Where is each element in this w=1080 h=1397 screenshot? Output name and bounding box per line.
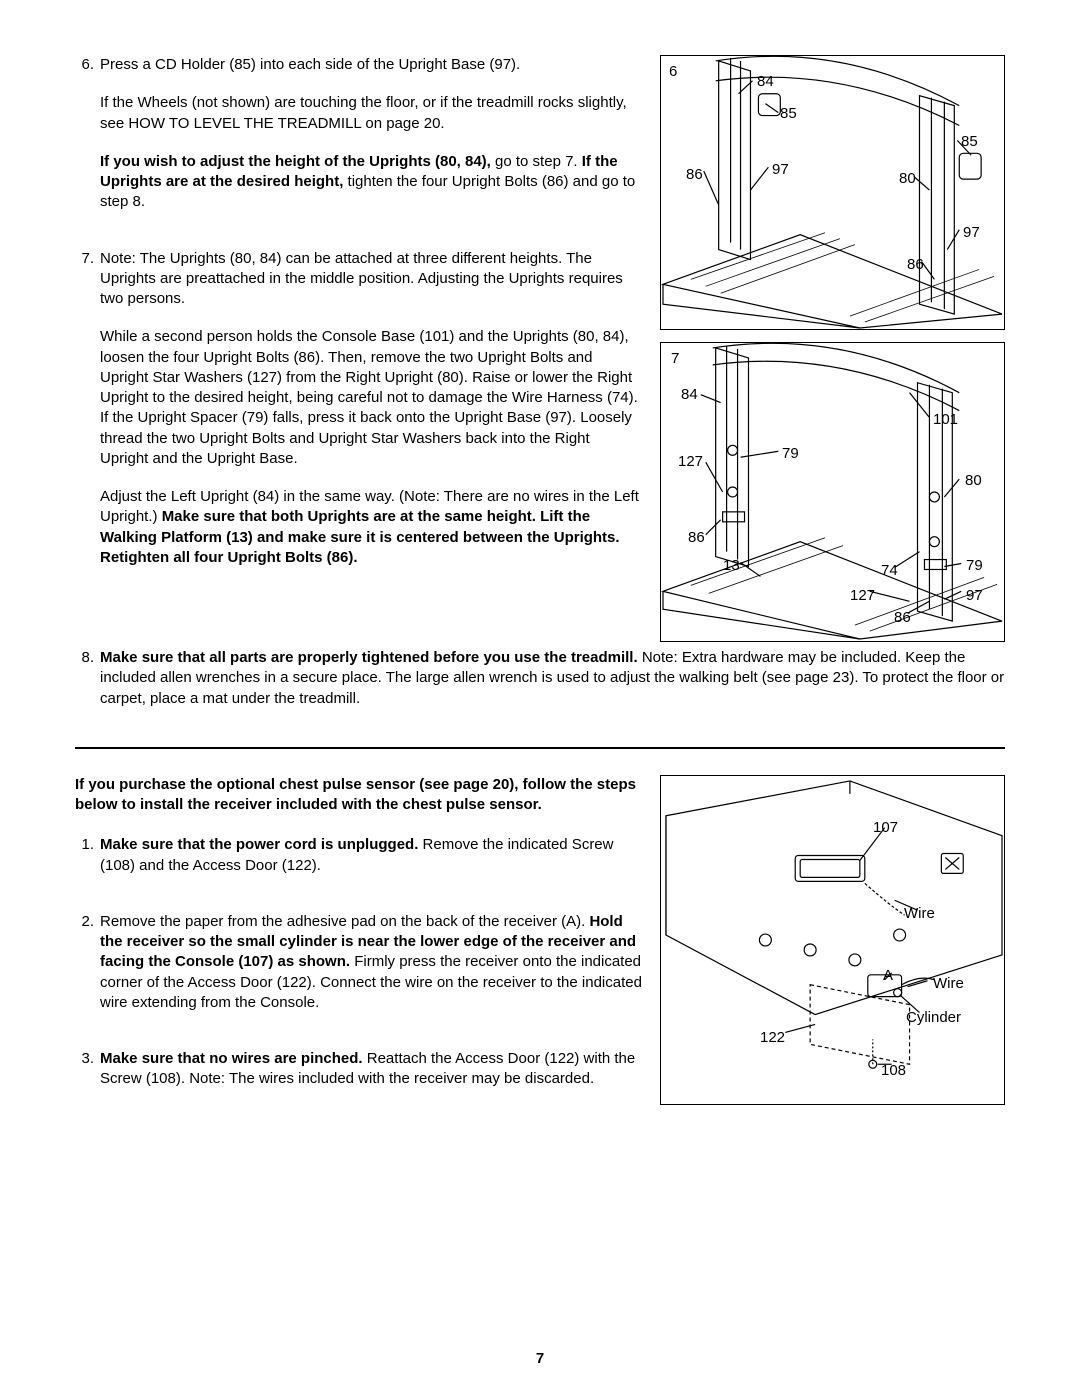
callout-label: 97 bbox=[963, 223, 980, 243]
callout-label: 79 bbox=[782, 444, 799, 464]
step-number: 8. bbox=[75, 648, 100, 727]
callout-label: 84 bbox=[757, 72, 774, 92]
callout-label: 127 bbox=[678, 452, 703, 472]
step-number: 2. bbox=[75, 912, 100, 1031]
step-number: 6. bbox=[75, 55, 100, 231]
instruction-step: 8.Make sure that all parts are properly … bbox=[75, 648, 1005, 727]
callout-label: 86 bbox=[907, 255, 924, 275]
callout-label: 85 bbox=[780, 104, 797, 124]
step-paragraph: Make sure that no wires are pinched. Rea… bbox=[100, 1049, 642, 1090]
page-number: 7 bbox=[0, 1349, 1080, 1369]
step-number: 1. bbox=[75, 835, 100, 894]
callout-label: 108 bbox=[881, 1061, 906, 1081]
callout-label: 13 bbox=[723, 556, 740, 576]
callout-label: 80 bbox=[899, 169, 916, 189]
step-paragraph: If the Wheels (not shown) are touching t… bbox=[100, 93, 642, 134]
instruction-step: 6.Press a CD Holder (85) into each side … bbox=[75, 55, 642, 231]
callout-label: 7 bbox=[671, 349, 679, 369]
step-number: 3. bbox=[75, 1049, 100, 1108]
figure-6: 6 84 85 85 97 86 80 97 86 bbox=[660, 55, 1005, 330]
step-paragraph: Adjust the Left Upright (84) in the same… bbox=[100, 487, 642, 568]
step-paragraph: Remove the paper from the adhesive pad o… bbox=[100, 912, 642, 1013]
figure-pulse-sensor: 107 Wire A Wire Cylinder 122 108 bbox=[660, 775, 1005, 1105]
callout-label: 80 bbox=[965, 471, 982, 491]
callout-label: Wire bbox=[904, 904, 935, 924]
callout-label: 107 bbox=[873, 818, 898, 838]
instruction-step: 7.Note: The Uprights (80, 84) can be att… bbox=[75, 249, 642, 587]
step-paragraph: Make sure that all parts are properly ti… bbox=[100, 648, 1005, 709]
callout-label: A bbox=[883, 966, 893, 986]
instruction-step: 1.Make sure that the power cord is unplu… bbox=[75, 835, 642, 894]
callout-label: 127 bbox=[850, 586, 875, 606]
figure-7: 784 101 79 127 80 86 13 74 79 127 97 86 bbox=[660, 342, 1005, 642]
step-number: 7. bbox=[75, 249, 100, 587]
callout-label: Cylinder bbox=[906, 1008, 961, 1028]
callout-label: 97 bbox=[772, 160, 789, 180]
callout-label: 6 bbox=[669, 62, 677, 82]
step-paragraph: Note: The Uprights (80, 84) can be attac… bbox=[100, 249, 642, 310]
callout-label: 86 bbox=[894, 608, 911, 628]
callout-label: 122 bbox=[760, 1028, 785, 1048]
steps-6-7-text: 6.Press a CD Holder (85) into each side … bbox=[75, 55, 642, 642]
step-paragraph: Make sure that the power cord is unplugg… bbox=[100, 835, 642, 876]
pulse-sensor-intro: If you purchase the optional chest pulse… bbox=[75, 775, 642, 816]
step-paragraph: While a second person holds the Console … bbox=[100, 327, 642, 469]
step-paragraph: If you wish to adjust the height of the … bbox=[100, 152, 642, 213]
instruction-step: 3.Make sure that no wires are pinched. R… bbox=[75, 1049, 642, 1108]
callout-label: Wire bbox=[933, 974, 964, 994]
callout-label: 101 bbox=[933, 410, 958, 430]
callout-label: 79 bbox=[966, 556, 983, 576]
callout-label: 85 bbox=[961, 132, 978, 152]
callout-label: 74 bbox=[881, 561, 898, 581]
callout-label: 84 bbox=[681, 385, 698, 405]
section-divider bbox=[75, 747, 1005, 749]
callout-label: 86 bbox=[686, 165, 703, 185]
callout-label: 97 bbox=[966, 586, 983, 606]
callout-label: 86 bbox=[688, 528, 705, 548]
step-paragraph: Press a CD Holder (85) into each side of… bbox=[100, 55, 642, 75]
instruction-step: 2.Remove the paper from the adhesive pad… bbox=[75, 912, 642, 1031]
